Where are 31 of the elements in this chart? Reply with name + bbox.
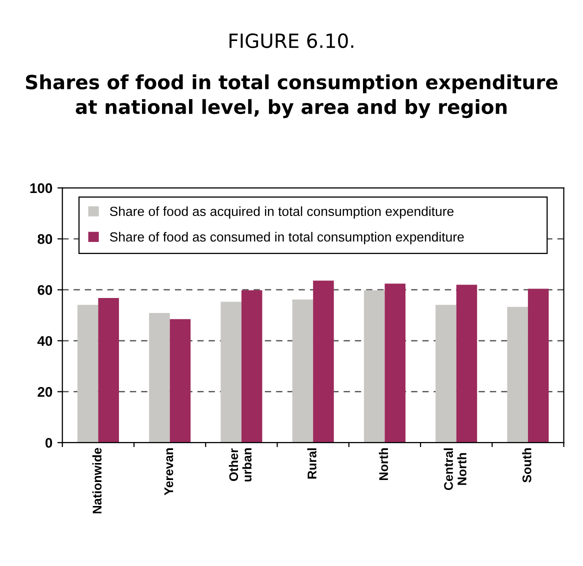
x-tick-label: Central North [444,448,466,490]
y-tick-label: 80 [38,234,52,244]
y-tick-label: 20 [38,387,52,397]
bar [364,290,385,443]
bar [384,284,406,443]
x-tick-label: Rural [307,448,316,479]
x-tick-label: South [522,448,532,483]
bar [313,280,334,443]
legend-label: Share of food as acquired in total consumption expenditure [110,206,454,219]
x-tick-label: Other urban [228,448,252,482]
x-tick-label: Yerevan [164,448,174,496]
legend-label: Share of food as consumed in total consumption expenditure [110,232,464,244]
bar [528,288,549,443]
chart-title: FIGURE 6.10. [230,33,354,48]
bar [149,312,170,443]
bar [241,290,262,443]
y-tick-label: 100 [30,183,52,194]
x-tick-label: North [378,448,388,480]
x-tick-label: Nationwide [92,448,102,514]
chart-subtitle: Shares of food in total consumption expenditure at national level, by area and by region [26,74,558,118]
bar [77,304,98,443]
bar [456,284,478,443]
bar [220,302,242,443]
bar [170,319,191,443]
y-tick-label: 60 [38,285,52,295]
y-tick-label: 0 [45,438,52,448]
bar [507,306,528,443]
y-tick-label: 40 [37,336,52,346]
bar [292,299,314,443]
bar [98,298,119,443]
bar [436,304,456,443]
